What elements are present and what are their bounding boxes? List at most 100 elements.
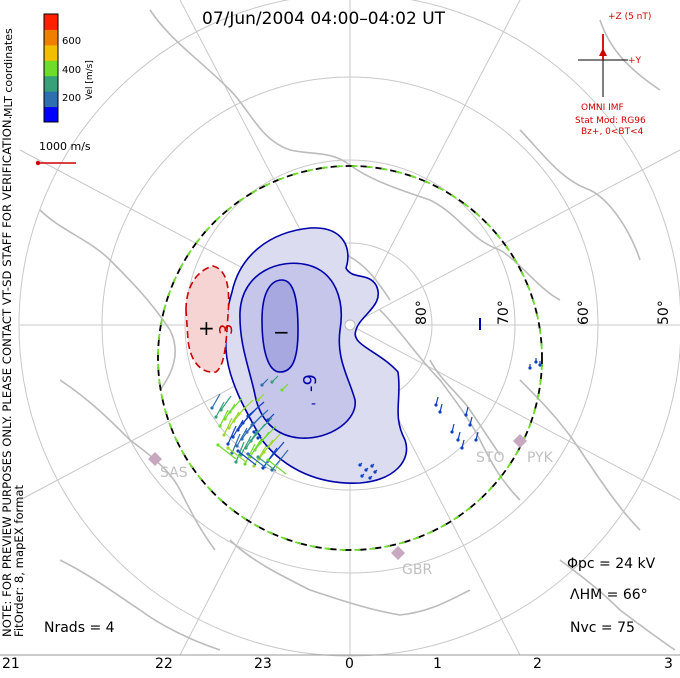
velocity-vector-origin bbox=[256, 398, 260, 402]
station-markers bbox=[148, 434, 527, 560]
velocity-vector-origin bbox=[460, 446, 464, 450]
velocity-vector bbox=[228, 411, 240, 429]
negative-cell-value-2: - bbox=[311, 396, 317, 412]
velocity-vector bbox=[249, 437, 263, 458]
velocity-vector-origin bbox=[270, 380, 274, 384]
velocity-vector bbox=[224, 403, 236, 420]
velocity-vector-origin bbox=[450, 430, 454, 434]
velocity-vector-origin bbox=[243, 462, 247, 466]
velocity-vector-origin bbox=[528, 366, 532, 370]
colorbar-segment bbox=[44, 60, 58, 77]
velocity-vector-origin bbox=[252, 464, 256, 468]
negative-cell-value: -9 bbox=[300, 374, 321, 392]
velocity-vector bbox=[250, 423, 266, 442]
mlt-label-2: 2 bbox=[533, 656, 542, 672]
negative-cell-minus: − bbox=[273, 320, 290, 344]
radar-count: Nrads = 4 bbox=[44, 620, 115, 636]
pole-marker bbox=[344, 319, 356, 331]
colorbar-segment bbox=[44, 106, 58, 123]
colorbar-tick-600: 600 bbox=[62, 36, 82, 47]
velocity-vector bbox=[237, 413, 251, 431]
latitude-label-70: 70° bbox=[496, 300, 512, 325]
positive-cell-contour bbox=[185, 265, 230, 373]
colorbar-tick-200: 200 bbox=[62, 93, 82, 104]
colorbar-segment bbox=[44, 29, 58, 46]
latitude-label-60: 60° bbox=[576, 300, 592, 325]
imf-y-label: +Y bbox=[628, 56, 642, 66]
velocity-vector bbox=[236, 427, 248, 447]
colorbar-segment bbox=[44, 44, 58, 61]
velocity-vector bbox=[245, 429, 259, 449]
colorbar-segment bbox=[44, 91, 58, 108]
velocity-vector-origin bbox=[222, 433, 226, 437]
vector-count: Nvc = 75 bbox=[570, 620, 635, 636]
velocity-vector bbox=[241, 421, 255, 440]
velocity-vector bbox=[253, 445, 267, 467]
velocity-vector-origin bbox=[234, 460, 238, 464]
velocity-vector-origin bbox=[456, 438, 460, 442]
velocity-vectors bbox=[210, 358, 542, 480]
velocity-vector bbox=[233, 405, 247, 422]
velocity-vector-origin bbox=[468, 423, 472, 427]
heppner-maynard-boundary bbox=[157, 165, 543, 551]
velocity-vector-origin bbox=[261, 466, 265, 470]
cross-polar-potential: Φpc = 24 kV bbox=[567, 556, 656, 572]
velocity-vector-origin bbox=[252, 430, 256, 434]
velocity-vector bbox=[220, 395, 232, 411]
velocity-vector-origin bbox=[246, 452, 250, 456]
positive-cell-plus: + bbox=[198, 316, 215, 340]
velocity-vector bbox=[229, 397, 243, 413]
velocity-vector-origin bbox=[210, 406, 214, 410]
velocity-vector-origin bbox=[438, 410, 442, 414]
mlt-label-23: 23 bbox=[254, 656, 272, 672]
map-title: 07/Jun/2004 04:00–04:02 UT bbox=[202, 9, 446, 29]
hmb-latitude: ΛHM = 66° bbox=[570, 587, 648, 603]
negative-cell-inner-contour bbox=[261, 279, 299, 373]
colorbar-segment bbox=[44, 75, 58, 92]
velocity-vector bbox=[217, 444, 237, 460]
station-label-gbr: GBR bbox=[402, 562, 433, 578]
colorbar-frame bbox=[43, 13, 59, 123]
station-label-sas: SAS bbox=[160, 465, 188, 481]
velocity-vector-origin bbox=[266, 418, 270, 422]
velocity-vector bbox=[244, 443, 256, 465]
velocity-vector-origin bbox=[256, 455, 260, 459]
fit-order-label: FitOrder: 8, mapEX format bbox=[12, 484, 26, 637]
mlt-label-22: 22 bbox=[155, 656, 173, 672]
station-label-pyk: PYK bbox=[527, 450, 553, 466]
velocity-vector bbox=[257, 456, 277, 472]
velocity-vector-origin bbox=[226, 446, 230, 450]
velocity-vector bbox=[247, 453, 267, 469]
scale-vector-origin bbox=[35, 160, 41, 166]
imf-condition: Bz+, 0<BT<4 bbox=[581, 127, 644, 137]
velocity-colorbar bbox=[44, 14, 58, 123]
velocity-vector bbox=[267, 459, 287, 475]
velocity-vector-origin bbox=[231, 435, 235, 439]
velocity-vector bbox=[237, 450, 257, 466]
velocity-vector-origin bbox=[358, 463, 362, 467]
velocity-vector-origin bbox=[226, 442, 230, 446]
velocity-vector bbox=[258, 439, 274, 460]
velocity-vector-origin bbox=[538, 363, 542, 367]
mlt-label-21: 21 bbox=[2, 656, 20, 672]
velocity-vector-origin bbox=[368, 476, 372, 480]
colorbar-segment bbox=[44, 14, 58, 30]
velocity-vector bbox=[240, 435, 252, 456]
velocity-vector bbox=[227, 447, 247, 463]
velocity-vector-origin bbox=[370, 464, 374, 468]
latitude-label-80: 80° bbox=[414, 300, 430, 325]
mlt-label-3: 3 bbox=[664, 656, 673, 672]
velocity-vector bbox=[211, 393, 221, 409]
velocity-vector-origin bbox=[235, 444, 239, 448]
latitude-label-50: 50° bbox=[656, 300, 672, 325]
velocity-vector-origin bbox=[474, 438, 478, 442]
velocity-vector bbox=[219, 409, 229, 427]
positive-cell-value: 3 bbox=[216, 323, 237, 335]
velocity-vector-origin bbox=[260, 383, 264, 387]
velocity-vector-origin bbox=[434, 403, 438, 407]
velocity-vector-origin bbox=[266, 458, 270, 462]
velocity-vector-origin bbox=[360, 474, 364, 478]
velocity-vector bbox=[232, 419, 244, 438]
